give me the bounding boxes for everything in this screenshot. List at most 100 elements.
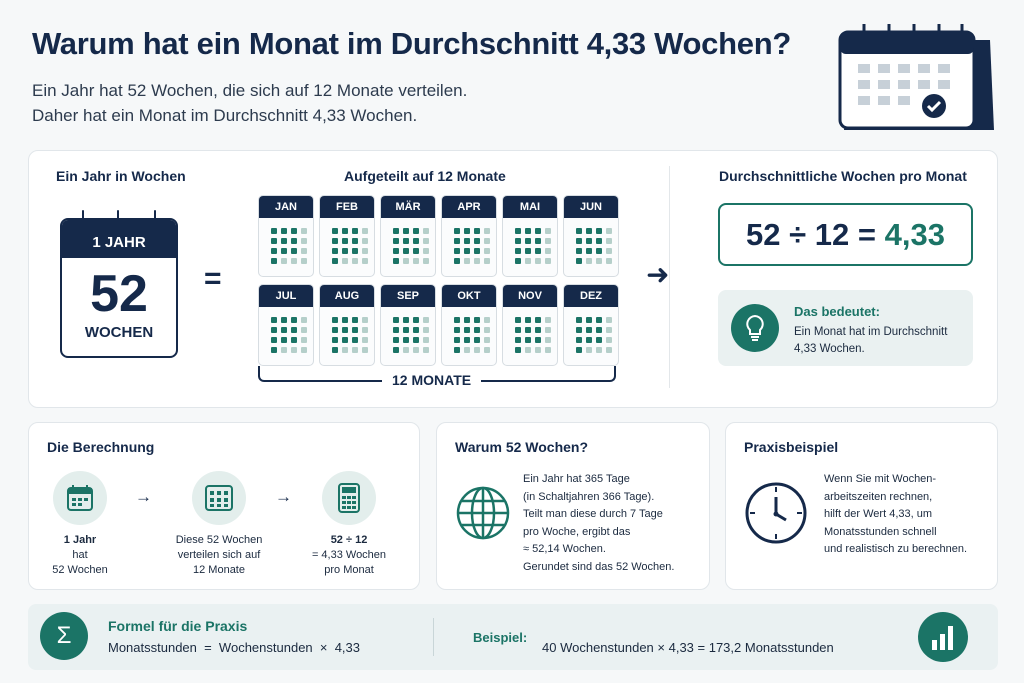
month-label: JUN — [564, 196, 618, 218]
week-dots — [271, 317, 307, 353]
practice-text: Wenn Sie mit Wochen- arbeitszeiten rechn… — [824, 471, 967, 559]
step-3-line2: = 4,33 Wochen — [311, 549, 387, 561]
week-dots — [393, 228, 429, 264]
meaning-title: Das bedeutet: — [794, 304, 880, 319]
sigma-icon: Σ — [40, 612, 88, 660]
why52-line: Gerundet sind das 52 Wochen. — [523, 560, 675, 573]
week-dots — [515, 228, 551, 264]
month-card: DEZ — [563, 284, 619, 366]
month-label: OKT — [442, 285, 496, 307]
month-card: JUN — [563, 195, 619, 277]
month-label: DEZ — [564, 285, 618, 307]
month-label: SEP — [381, 285, 435, 307]
month-label: NOV — [503, 285, 557, 307]
calculation-title: Die Berechnung — [47, 439, 155, 455]
why52-title: Warum 52 Wochen? — [455, 439, 589, 455]
month-label: AUG — [320, 285, 374, 307]
meaning-text: Ein Monat hat im Durchschnitt 4,33 Woche… — [794, 324, 964, 358]
calendar-check-icon — [838, 24, 994, 130]
month-label: MAI — [503, 196, 557, 218]
month-card: AUG — [319, 284, 375, 366]
practice-line: Monatsstunden schnell — [824, 525, 937, 538]
practice-line: Wenn Sie mit Wochen- — [824, 473, 937, 485]
month-label: JAN — [259, 196, 313, 218]
page-subtitle: Ein Jahr hat 52 Wochen, die sich auf 12 … — [32, 78, 467, 128]
step-2-line2: verteilen sich auf — [177, 549, 261, 561]
meaning-box: Das bedeutet: Ein Monat hat im Durchschn… — [718, 290, 973, 366]
year-section-label: Ein Jahr in Wochen — [56, 168, 186, 184]
month-card: MAI — [502, 195, 558, 277]
week-dots — [576, 317, 612, 353]
equation-text: 52 ÷ 12 = — [746, 217, 876, 252]
lightbulb-icon — [731, 304, 779, 352]
bar-chart-icon — [918, 612, 968, 662]
step-1-line2: hat — [72, 549, 88, 561]
step-1-bold: 1 Jahr — [63, 534, 97, 546]
month-label: MÄR — [381, 196, 435, 218]
month-card: MÄR — [380, 195, 436, 277]
year-card-unit: WOCHEN — [84, 324, 154, 341]
step-3-line3: pro Monat — [324, 564, 374, 576]
month-card: JAN — [258, 195, 314, 277]
step-1-line3: 52 Wochen — [52, 564, 108, 576]
result-equation: 52 ÷ 12 = 4,33 — [718, 203, 973, 266]
formula-title: Formel für die Praxis — [108, 618, 248, 634]
practice-panel: Praxisbeispiel Wenn Sie mit Wochen- arbe… — [725, 422, 998, 590]
example-text: 40 Wochenstunden × 4,33 = 173,2 Monatsst… — [542, 640, 834, 655]
practice-line: und realistisch zu berechnen. — [824, 543, 968, 555]
why52-text: Ein Jahr hat 365 Tage (in Schaltjahren 3… — [523, 471, 674, 576]
example-label: Beispiel: — [473, 630, 528, 645]
subtitle-line-2: Daher hat ein Monat im Durchschnitt 4,33… — [32, 106, 418, 125]
formula-footer: Σ Formel für die Praxis Monatsstunden = … — [28, 604, 998, 670]
step-1-text: 1 Jahr hat 52 Wochen — [25, 533, 135, 578]
week-dots — [332, 228, 368, 264]
step-3-text: 52 ÷ 12 = 4,33 Wochen pro Monat — [294, 533, 404, 578]
clock-icon — [745, 482, 807, 544]
step-2-line1: Diese 52 Wochen — [175, 534, 263, 546]
calculation-panel: Die Berechnung → → 1 Jahr hat 52 Wochen … — [28, 422, 420, 590]
months-brace-label: 12 MONATE — [382, 372, 482, 388]
week-dots — [576, 228, 612, 264]
why52-line: (in Schaltjahren 366 Tage). — [523, 490, 655, 503]
month-label: APR — [442, 196, 496, 218]
month-label: JUL — [259, 285, 313, 307]
globe-icon — [456, 486, 510, 540]
month-card: SEP — [380, 284, 436, 366]
average-section-label: Durchschnittliche Wochen pro Monat — [719, 168, 967, 184]
month-card: JUL — [258, 284, 314, 366]
week-dots — [271, 228, 307, 264]
step-arrow: → — [275, 487, 292, 506]
practice-line: arbeitszeiten rechnen, — [824, 490, 933, 503]
week-dots — [332, 317, 368, 353]
month-card: FEB — [319, 195, 375, 277]
equation-result: 4,33 — [884, 217, 945, 252]
why52-line: pro Woche, ergibt das — [523, 525, 631, 538]
why52-panel: Warum 52 Wochen? Ein Jahr hat 365 Tage (… — [436, 422, 710, 590]
footer-divider — [433, 618, 434, 656]
meaning-line-2: 4,33 Wochen. — [794, 343, 865, 355]
why52-line: Teilt man diese durch 7 Tage — [523, 508, 663, 520]
formula-text: Monatsstunden = Wochenstunden × 4,33 — [108, 640, 360, 655]
arrow-right-icon: ➜ — [646, 259, 670, 290]
calendar-icon — [53, 471, 107, 525]
year-card-number: 52 — [90, 265, 148, 323]
months-section-label: Aufgeteilt auf 12 Monate — [344, 168, 506, 184]
meaning-line-1: Ein Monat hat im Durchschnitt — [794, 326, 948, 338]
week-dots — [454, 228, 490, 264]
panel-divider — [669, 166, 670, 388]
practice-line: hilft der Wert 4,33, um — [824, 508, 933, 520]
subtitle-line-1: Ein Jahr hat 52 Wochen, die sich auf 12 … — [32, 81, 468, 100]
week-dots — [515, 317, 551, 353]
month-card: NOV — [502, 284, 558, 366]
practice-title: Praxisbeispiel — [744, 439, 839, 455]
month-card: OKT — [441, 284, 497, 366]
calculator-icon — [322, 471, 376, 525]
grid-calendar-icon — [192, 471, 246, 525]
year-calendar-card: 1 JAHR 52 WOCHEN — [60, 218, 178, 358]
why52-line: Ein Jahr hat 365 Tage — [523, 473, 630, 485]
step-2-line3: 12 Monate — [193, 564, 245, 576]
month-card: APR — [441, 195, 497, 277]
week-dots — [454, 317, 490, 353]
equals-sign: = — [204, 262, 222, 295]
page-title: Warum hat ein Monat im Durchschnitt 4,33… — [32, 26, 791, 61]
